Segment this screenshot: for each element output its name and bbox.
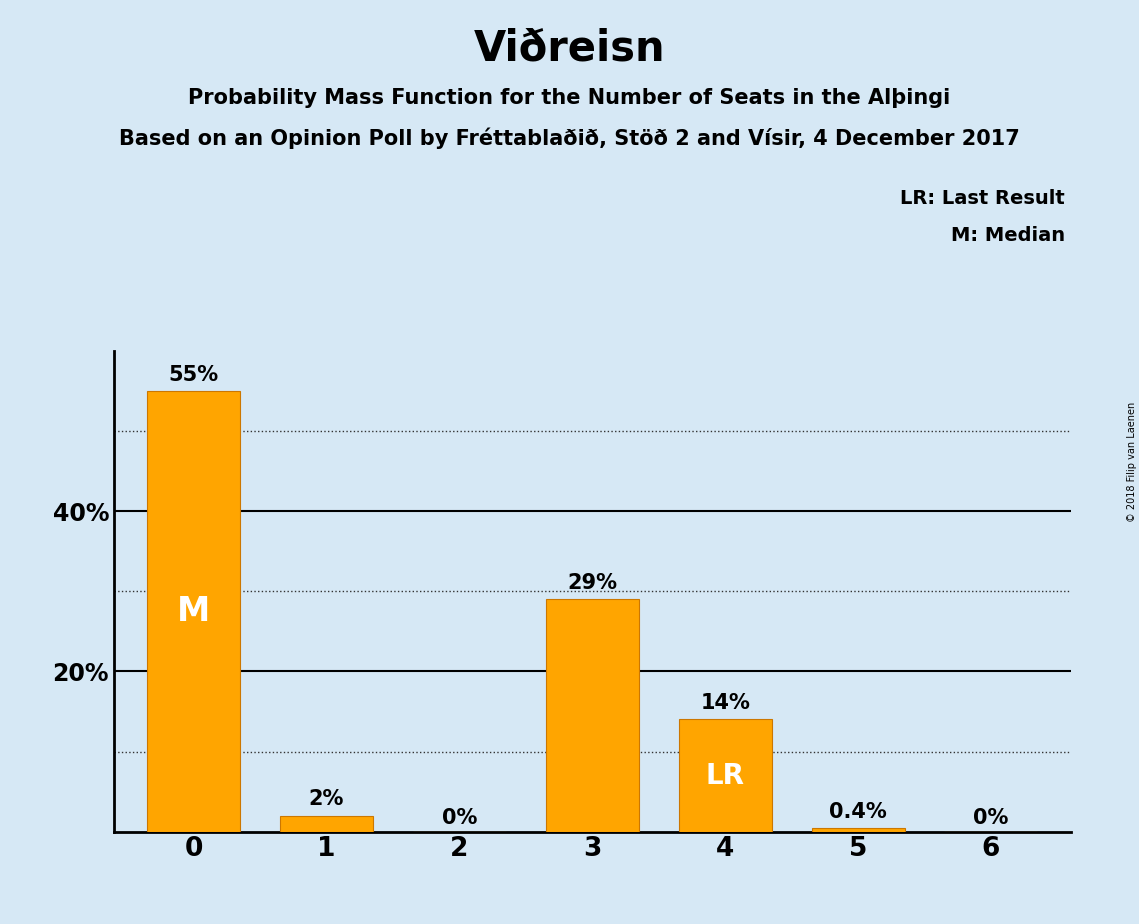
Text: 14%: 14%	[700, 693, 751, 713]
Bar	[679, 720, 772, 832]
Text: 0%: 0%	[973, 808, 1009, 828]
Text: 29%: 29%	[567, 573, 617, 593]
Bar	[147, 391, 240, 832]
Text: 2%: 2%	[309, 789, 344, 809]
Text: 0.4%: 0.4%	[829, 802, 887, 822]
Text: 55%: 55%	[169, 365, 219, 384]
Bar	[811, 829, 904, 832]
Text: Probability Mass Function for the Number of Seats in the Alþingi: Probability Mass Function for the Number…	[188, 88, 951, 108]
Bar	[280, 816, 372, 832]
Text: LR: Last Result: LR: Last Result	[900, 189, 1065, 209]
Text: 0%: 0%	[442, 808, 477, 828]
Text: LR: LR	[706, 761, 745, 789]
Text: M: Median: M: Median	[951, 226, 1065, 246]
Text: M: M	[177, 595, 211, 628]
Text: © 2018 Filip van Laenen: © 2018 Filip van Laenen	[1126, 402, 1137, 522]
Text: Viðreisn: Viðreisn	[474, 28, 665, 69]
Text: Based on an Opinion Poll by Fréttablaðið, Stöð 2 and Vísir, 4 December 2017: Based on an Opinion Poll by Fréttablaðið…	[120, 128, 1019, 149]
Bar	[546, 600, 639, 832]
